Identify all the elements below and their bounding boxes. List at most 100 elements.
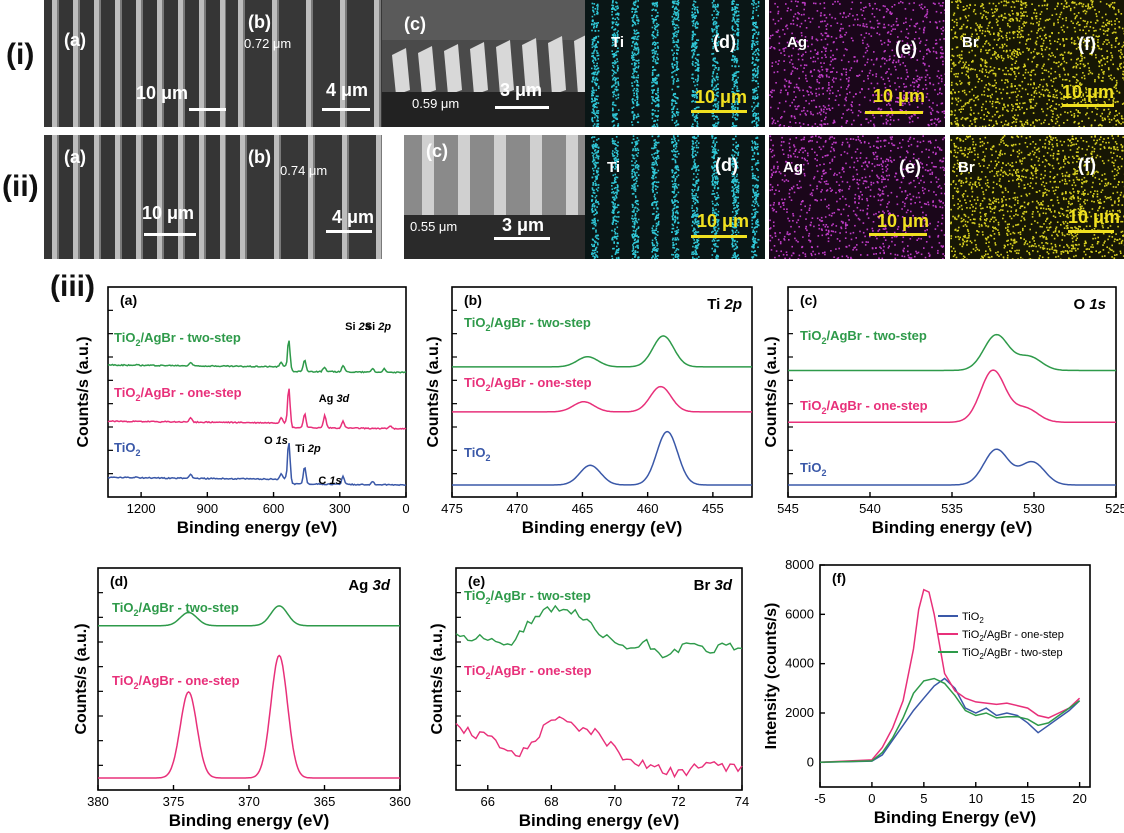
edx-dot — [757, 65, 760, 68]
edx-dot — [1119, 57, 1122, 59]
edx-dot — [867, 121, 870, 124]
edx-dot — [713, 156, 715, 158]
edx-dot — [756, 117, 758, 119]
edx-dot — [734, 20, 736, 23]
edx-dot — [1024, 88, 1027, 91]
edx-dot — [1070, 38, 1073, 40]
edx-dot — [593, 112, 596, 114]
panel-label: (f) — [1078, 34, 1096, 54]
edx-dot — [697, 69, 700, 71]
grating-line — [238, 0, 243, 127]
edx-dot — [615, 51, 617, 54]
edx-dot — [651, 9, 653, 11]
edx-dot — [1011, 69, 1014, 71]
edx-dot — [1076, 22, 1078, 25]
edx-dot — [1047, 70, 1050, 73]
edx-dot — [1041, 38, 1043, 40]
edx-dot — [616, 23, 618, 26]
edx-dot — [988, 30, 991, 33]
scale-bar-label: 10 μm — [695, 87, 748, 107]
edx-dot — [634, 43, 636, 46]
edx-dot — [793, 15, 795, 18]
edx-map-ti-ii: Ti (d) 10 μm — [585, 135, 765, 259]
edx-dot — [673, 28, 676, 31]
edx-dot — [694, 153, 697, 156]
edx-dot — [962, 6, 965, 8]
edx-dot — [591, 252, 593, 254]
edx-dot — [919, 50, 921, 53]
edx-dot — [637, 38, 639, 41]
edx-dot — [908, 101, 910, 104]
edx-dot — [967, 67, 970, 70]
edx-dot — [1042, 110, 1044, 113]
edx-dot — [655, 3, 658, 6]
edx-dot — [633, 71, 635, 73]
edx-dot — [612, 140, 615, 142]
edx-dot — [656, 149, 658, 152]
edx-dot — [635, 116, 638, 119]
edx-dot — [652, 91, 654, 93]
edx-dot — [752, 256, 755, 258]
edx-dot — [968, 125, 971, 127]
edx-dot — [635, 47, 637, 49]
edx-dot — [654, 139, 656, 141]
edx-dot — [816, 80, 819, 83]
edx-dot — [954, 75, 957, 78]
edx-dot — [633, 37, 636, 40]
edx-dot — [1036, 21, 1038, 24]
edx-dot — [717, 95, 719, 98]
edx-dot — [635, 14, 638, 17]
scale-bar — [495, 106, 549, 109]
edx-dot — [961, 57, 963, 60]
edx-dot — [807, 45, 809, 48]
edx-dot — [1108, 121, 1111, 123]
edx-dot — [976, 24, 979, 26]
edx-dot — [1085, 5, 1087, 7]
edx-dot — [635, 71, 638, 73]
edx-dot — [677, 14, 680, 17]
edx-dot — [757, 112, 759, 115]
edx-dot — [832, 54, 834, 57]
edx-dot — [1087, 7, 1089, 10]
edx-dot — [632, 89, 635, 92]
edx-dot — [657, 104, 660, 107]
edx-dot — [983, 86, 986, 89]
edx-dot — [612, 77, 615, 80]
edx-dot — [969, 98, 971, 101]
edx-dot — [906, 42, 909, 45]
edx-dot — [1042, 85, 1044, 88]
edx-dot — [890, 109, 893, 112]
edx-dot — [967, 68, 970, 71]
edx-dot — [717, 166, 719, 169]
edx-dot — [757, 2, 760, 4]
edx-dot — [1046, 18, 1048, 21]
edx-dot — [919, 42, 921, 44]
edx-dot — [1118, 21, 1120, 23]
edx-dot — [997, 54, 999, 56]
edx-dot — [652, 3, 654, 6]
edx-dot — [594, 99, 596, 102]
edx-dot — [632, 77, 635, 79]
edx-dot — [1095, 13, 1097, 15]
grating-line-shadow — [162, 135, 164, 259]
edx-dot — [677, 255, 680, 257]
edx-dot — [897, 97, 900, 99]
edx-dot — [734, 43, 737, 45]
edx-dot — [635, 62, 637, 65]
edx-dot — [734, 30, 736, 32]
edx-dot — [981, 109, 983, 112]
edx-dot — [597, 161, 599, 164]
edx-dot — [1077, 111, 1080, 114]
edx-dot — [1115, 110, 1117, 112]
edx-dot — [615, 98, 618, 100]
edx-dot — [635, 0, 637, 3]
edx-dot — [716, 5, 719, 8]
edx-dot — [851, 105, 853, 108]
edx-dot — [1093, 30, 1095, 32]
edx-dot — [595, 231, 597, 233]
edx-dot — [834, 58, 836, 60]
edx-dot — [696, 215, 698, 217]
edx-dot — [637, 239, 639, 241]
edx-dot — [1102, 76, 1104, 79]
edx-dot — [614, 253, 617, 255]
